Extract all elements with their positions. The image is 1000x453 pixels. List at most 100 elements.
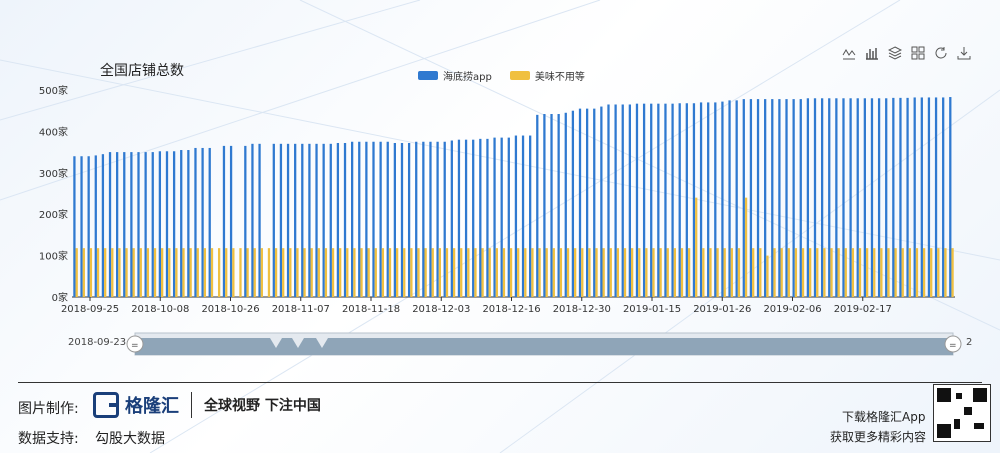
bar-haidilao-76[interactable] <box>614 104 617 298</box>
bar-haidilao-66[interactable] <box>543 114 546 298</box>
bar-meiwei-91[interactable] <box>723 248 726 297</box>
bar-chart-icon[interactable] <box>865 46 879 60</box>
bar-meiwei-59[interactable] <box>495 248 498 297</box>
bar-haidilao-100[interactable] <box>785 99 788 297</box>
bar-meiwei-55[interactable] <box>467 248 470 297</box>
bar-haidilao-38[interactable] <box>343 142 347 297</box>
bar-meiwei-99[interactable] <box>780 248 783 297</box>
bar-haidilao-61[interactable] <box>507 137 510 297</box>
bar-haidilao-93[interactable] <box>735 100 738 297</box>
bar-haidilao-3[interactable] <box>94 155 97 297</box>
bar-meiwei-38[interactable] <box>346 248 349 297</box>
bar-meiwei-14[interactable] <box>175 248 178 297</box>
bar-meiwei-50[interactable] <box>431 248 434 297</box>
bar-haidilao-106[interactable] <box>828 98 831 297</box>
bar-haidilao-18[interactable] <box>201 147 204 297</box>
bar-meiwei-18[interactable] <box>203 248 207 297</box>
bar-meiwei-16[interactable] <box>189 248 192 297</box>
bar-haidilao-42[interactable] <box>372 141 375 297</box>
bar-meiwei-110[interactable] <box>858 248 862 297</box>
bar-haidilao-97[interactable] <box>764 99 767 297</box>
bar-haidilao-117[interactable] <box>906 97 909 297</box>
bar-haidilao-86[interactable] <box>685 103 688 297</box>
bar-meiwei-43[interactable] <box>381 248 385 297</box>
bar-haidilao-123[interactable] <box>949 97 952 298</box>
bar-haidilao-87[interactable] <box>692 103 696 297</box>
bar-meiwei-56[interactable] <box>474 248 477 297</box>
bar-meiwei-0[interactable] <box>75 248 78 297</box>
bar-haidilao-22[interactable] <box>229 145 233 297</box>
bar-haidilao-71[interactable] <box>578 108 582 297</box>
bar-haidilao-40[interactable] <box>358 141 361 297</box>
bar-haidilao-79[interactable] <box>635 103 639 297</box>
bar-haidilao-46[interactable] <box>400 142 404 297</box>
bar-meiwei-111[interactable] <box>865 248 869 297</box>
bar-meiwei-67[interactable] <box>552 248 555 297</box>
bar-meiwei-95[interactable] <box>752 248 755 297</box>
bar-meiwei-19[interactable] <box>210 248 214 297</box>
bar-meiwei-97[interactable] <box>766 255 769 297</box>
bar-haidilao-75[interactable] <box>607 104 610 298</box>
bar-haidilao-21[interactable] <box>222 145 226 297</box>
bar-haidilao-7[interactable] <box>123 152 126 297</box>
bar-meiwei-83[interactable] <box>666 248 669 297</box>
bar-meiwei-80[interactable] <box>645 248 648 297</box>
bar-meiwei-103[interactable] <box>809 248 812 297</box>
bar-meiwei-11[interactable] <box>153 248 157 297</box>
bar-haidilao-44[interactable] <box>386 141 389 297</box>
bar-meiwei-66[interactable] <box>545 248 548 297</box>
bar-meiwei-64[interactable] <box>531 248 534 297</box>
bar-haidilao-63[interactable] <box>521 135 525 297</box>
legend-item-meiwei[interactable]: 美味不用等 <box>509 68 585 83</box>
bar-meiwei-68[interactable] <box>559 248 563 297</box>
bar-meiwei-3[interactable] <box>96 248 100 297</box>
bar-haidilao-17[interactable] <box>194 147 197 297</box>
bar-haidilao-9[interactable] <box>137 152 140 297</box>
bar-meiwei-113[interactable] <box>880 248 883 297</box>
bar-meiwei-27[interactable] <box>267 248 271 297</box>
bar-meiwei-47[interactable] <box>410 248 413 297</box>
bar-meiwei-22[interactable] <box>232 248 235 297</box>
bar-meiwei-85[interactable] <box>680 248 684 297</box>
bar-haidilao-30[interactable] <box>286 143 290 297</box>
bar-meiwei-119[interactable] <box>922 248 926 297</box>
bar-meiwei-92[interactable] <box>730 248 733 297</box>
bar-meiwei-8[interactable] <box>132 248 135 297</box>
bar-meiwei-65[interactable] <box>538 248 541 297</box>
bar-meiwei-1[interactable] <box>82 248 85 297</box>
bar-haidilao-47[interactable] <box>407 142 411 297</box>
bar-haidilao-95[interactable] <box>749 99 753 297</box>
bar-haidilao-4[interactable] <box>101 154 105 297</box>
bar-meiwei-20[interactable] <box>217 248 221 297</box>
bar-haidilao-74[interactable] <box>600 106 603 297</box>
bar-haidilao-72[interactable] <box>585 108 589 297</box>
bar-haidilao-33[interactable] <box>308 143 311 297</box>
bar-haidilao-91[interactable] <box>721 101 724 297</box>
bar-haidilao-64[interactable] <box>529 135 532 297</box>
bar-meiwei-102[interactable] <box>801 248 805 297</box>
bar-meiwei-44[interactable] <box>388 248 392 297</box>
bar-meiwei-13[interactable] <box>168 248 171 297</box>
bar-haidilao-24[interactable] <box>244 145 247 297</box>
bar-haidilao-54[interactable] <box>457 139 461 297</box>
bar-meiwei-39[interactable] <box>353 248 356 297</box>
bar-haidilao-1[interactable] <box>80 156 83 297</box>
bar-haidilao-121[interactable] <box>934 97 938 298</box>
bar-meiwei-49[interactable] <box>424 248 427 297</box>
bar-haidilao-45[interactable] <box>393 142 397 297</box>
bar-meiwei-4[interactable] <box>104 248 107 297</box>
bar-haidilao-58[interactable] <box>486 138 489 297</box>
bar-meiwei-81[interactable] <box>652 248 655 297</box>
bar-meiwei-23[interactable] <box>239 248 242 297</box>
bar-haidilao-96[interactable] <box>756 99 760 297</box>
bar-haidilao-5[interactable] <box>108 152 112 297</box>
bar-meiwei-96[interactable] <box>759 248 762 297</box>
bar-meiwei-90[interactable] <box>716 248 719 297</box>
bar-haidilao-25[interactable] <box>251 143 254 297</box>
bar-meiwei-98[interactable] <box>773 248 776 297</box>
bar-haidilao-84[interactable] <box>671 103 674 297</box>
bar-meiwei-25[interactable] <box>253 248 256 297</box>
bar-haidilao-31[interactable] <box>294 143 297 297</box>
bar-haidilao-94[interactable] <box>742 99 745 297</box>
bar-meiwei-101[interactable] <box>794 248 798 297</box>
